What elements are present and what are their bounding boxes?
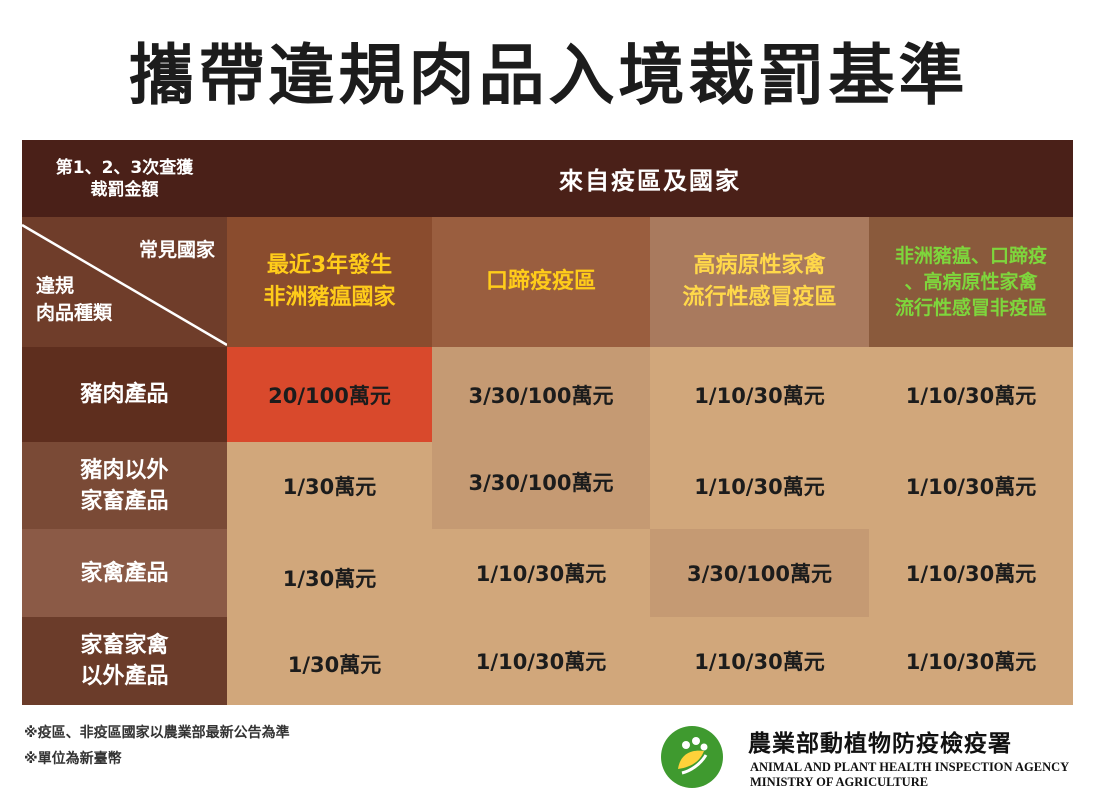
table-cell: 1/10/30萬元 [905,650,1037,674]
table-cell: 1/10/30萬元 [905,562,1037,586]
row-header-other: 家畜家禽 以外產品 [22,617,227,705]
footnote-currency-note: ※單位為新臺幣 [24,751,122,767]
table-cell: 1/10/30萬元 [905,474,1037,499]
table-cell: 3/30/100萬元 [468,383,614,408]
table-cell: 1/10/30萬元 [475,650,607,674]
row-header-pork: 豬肉產品 [22,347,227,442]
row-header-poultry: 家禽產品 [22,529,227,617]
agency-name-en: ANIMAL AND PLANT HEALTH INSPECTION AGENC… [750,760,1070,774]
penalty-table: 第1、2、3次查獲 裁罰金額 來自疫區及國家 常見國家 違規 肉品種類 最近3年發生… [22,140,1073,705]
row-header-livestock: 豬肉以外 家畜產品 [22,442,227,529]
table-cell: 1/10/30萬元 [694,650,825,674]
table-cell: 1/10/30萬元 [694,383,825,408]
corner-top-label: 第1、2、3次查獲 裁罰金額 [22,140,227,217]
table-cell: 20/100萬元 [268,383,391,408]
table-cell: 1/10/30萬元 [694,474,825,499]
table-cell: 3/30/100萬元 [468,471,614,495]
diagonal-divider [22,223,227,347]
table-cell: 1/10/30萬元 [475,562,607,586]
col-header-fmd-zone: 口蹄疫疫區 [432,217,650,347]
footnote-zone-note: ※疫區、非疫區國家以農業部最新公告為準 [24,725,290,741]
table-cell: 1/10/30萬元 [905,383,1037,408]
ministry-name-en: MINISTRY OF AGRICULTURE [750,775,929,789]
col-header-asf-countries: 最近3年發生 非洲豬瘟國家 [227,217,432,347]
agency-name-zh: 農業部動植物防疫檢疫署 [748,730,1012,757]
corner-country-label: 常見國家 [138,239,215,261]
highlight-red-block [227,347,432,442]
origin-header: 來自疫區及國家 [227,140,1073,217]
corner-header: 常見國家 違規 肉品種類 [22,217,227,347]
table-cell: 3/30/100萬元 [686,562,832,586]
highlight-tan-block [650,529,869,617]
highlight-tan-block [432,347,650,529]
table-cell: 1/30萬元 [282,474,377,499]
corner-type-label: 違規 肉品種類 [36,275,113,324]
table-cell: 1/30萬元 [287,653,382,677]
page-title: 攜帶違規肉品入境裁罰基準 [128,37,969,114]
agency-logo-icon [661,726,723,788]
table-cell: 1/30萬元 [282,566,377,591]
col-header-non-zone: 非洲豬瘟、口蹄疫 、高病原性家禽 流行性感冒非疫區 [869,217,1073,347]
col-header-hpai-zone: 高病原性家禽 流行性感冒疫區 [650,217,869,347]
